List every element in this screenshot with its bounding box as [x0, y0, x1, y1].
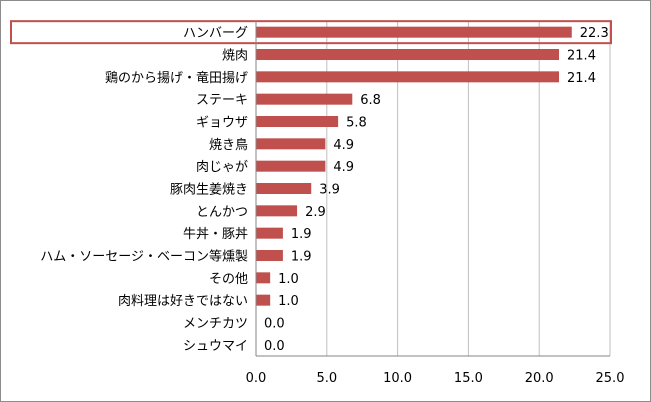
axis-layer: 0.0 5.0 10.0 15.0 20.0 25.0: [246, 21, 625, 386]
x-tick-label: 5.0: [316, 371, 337, 386]
data-label: 1.0: [278, 272, 299, 287]
category-label: 牛丼・豚丼: [183, 227, 248, 242]
data-label: 1.0: [278, 294, 299, 309]
data-label: 21.4: [567, 71, 596, 86]
data-label: 3.9: [319, 183, 340, 198]
category-label: ハム・ソーセージ・ベーコン等燻製: [40, 249, 248, 265]
bar: [256, 205, 298, 217]
bar: [256, 138, 326, 150]
category-label: ステーキ: [196, 93, 248, 108]
x-tick-label: 0.0: [246, 371, 267, 386]
bar: [256, 93, 353, 105]
x-tick-label: 20.0: [525, 371, 554, 386]
bar: [256, 227, 283, 239]
category-label: ギョウザ: [196, 116, 248, 131]
category-label: 焼肉: [222, 49, 248, 64]
data-label: 5.8: [346, 116, 367, 131]
data-label: 6.8: [360, 93, 381, 108]
bar: [256, 160, 326, 172]
bar: [256, 49, 560, 60]
data-label: 4.9: [333, 160, 354, 175]
bar: [256, 250, 283, 261]
category-label: 肉料理は好きではない: [118, 294, 248, 309]
category-label: 鶏のから揚げ・竜田揚げ: [105, 70, 248, 86]
x-tick-label: 15.0: [454, 371, 483, 386]
bar: [256, 71, 560, 83]
data-label: 0.0: [264, 317, 285, 332]
data-label: 0.0: [264, 339, 285, 354]
data-label: 21.4: [567, 49, 596, 64]
data-label: 4.9: [333, 138, 354, 153]
category-label: 肉じゃが: [196, 160, 248, 175]
data-label: 2.9: [305, 205, 326, 220]
bar: [256, 183, 312, 194]
category-label: メンチカツ: [183, 317, 248, 332]
x-tick-label: 25.0: [596, 371, 625, 386]
bar: [256, 272, 271, 284]
label-layer: 22.3 ハンバーグ 21.4 焼肉 21.4 鶏のから揚げ・竜田揚げ 6.8 ステーキ 5.8…: [10, 20, 612, 354]
data-label: 1.9: [291, 250, 312, 265]
data-label: 1.9: [291, 227, 312, 242]
category-label: 豚肉生姜焼き: [170, 183, 248, 198]
category-label: シュウマイ: [183, 339, 248, 354]
x-tick-label: 10.0: [383, 371, 412, 386]
category-label: その他: [209, 272, 248, 287]
category-label: ハンバーグ: [183, 26, 248, 41]
highlight-box: [10, 20, 612, 45]
bar-layer: [256, 26, 572, 306]
data-label: 22.3: [580, 26, 609, 41]
bar: [256, 294, 271, 306]
category-label: 焼き鳥: [209, 138, 248, 153]
category-label: とんかつ: [196, 205, 248, 220]
bar: [256, 116, 339, 127]
bar: [256, 26, 572, 38]
